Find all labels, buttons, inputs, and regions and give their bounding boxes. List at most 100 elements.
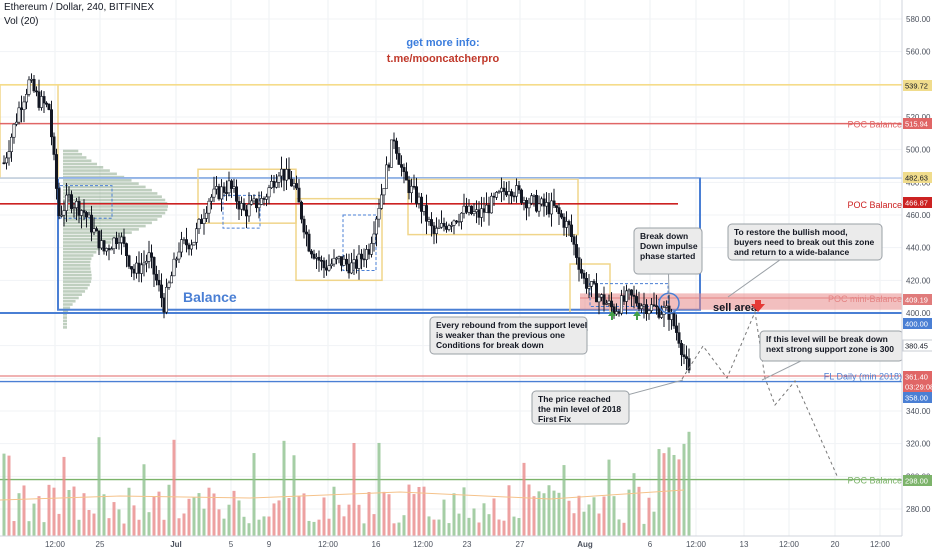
candle-body <box>589 281 593 287</box>
candle-body <box>514 185 518 197</box>
volume-bar <box>307 520 311 536</box>
volume-bar <box>587 504 591 536</box>
candle-body <box>632 294 636 297</box>
volume-bar <box>287 498 291 536</box>
candle-body <box>72 207 76 209</box>
volume-bar <box>72 486 76 536</box>
promo-line-2[interactable]: t.me/mooncatcherpro <box>386 53 500 65</box>
candle-body <box>314 256 318 259</box>
candle-body <box>232 186 236 189</box>
candle-body <box>225 192 229 194</box>
candle-body <box>639 305 643 309</box>
callout-text: Break down <box>640 231 688 241</box>
candle-body <box>77 201 81 216</box>
price-marker <box>903 475 932 486</box>
candle-body <box>110 248 114 251</box>
volume-bar <box>657 449 661 536</box>
candle-body <box>464 205 468 213</box>
y-tick-label: 580.00 <box>906 15 931 24</box>
volume-bar <box>497 519 501 536</box>
candle-body <box>567 221 571 226</box>
candle-body <box>125 243 129 256</box>
volume-profile-bar <box>63 247 101 251</box>
volume-bar <box>92 513 96 536</box>
volume-bar <box>17 493 21 536</box>
candle-body <box>47 103 51 110</box>
candle-body <box>607 300 611 304</box>
volume-bar <box>32 503 36 536</box>
volume-bar <box>202 508 206 536</box>
volume-profile-bar <box>63 169 110 172</box>
candle-body <box>624 290 628 302</box>
candle-body <box>354 259 358 269</box>
volume-bar <box>117 509 121 536</box>
volume-bar <box>82 493 86 536</box>
volume-bar <box>102 494 106 536</box>
callout-text: Down impulse <box>640 241 698 251</box>
candle-body <box>359 253 363 260</box>
volume-bar <box>382 491 386 536</box>
candle-body <box>210 196 214 202</box>
candle-body <box>367 249 371 255</box>
price-axis-bg <box>902 0 932 550</box>
candle-body <box>142 262 146 266</box>
candle-body <box>532 195 536 197</box>
y-tick-label: 520.00 <box>906 113 931 122</box>
callout-text: is weaker than the previous one <box>436 330 565 340</box>
candle-body <box>492 195 496 198</box>
volume-profile-bar <box>63 326 67 329</box>
price-marker-label: 03:29:08 <box>905 383 932 392</box>
price-marker <box>903 118 932 129</box>
volume-bar <box>97 437 101 536</box>
volume-bar <box>407 484 411 536</box>
volume-profile-bar <box>63 267 91 270</box>
candle-body <box>534 195 538 212</box>
candle-body <box>674 325 678 333</box>
candle-body <box>304 231 308 235</box>
volume-profile-bar <box>63 270 92 274</box>
candle-body <box>212 188 216 198</box>
volume-bar <box>242 516 246 536</box>
candle-body <box>592 281 596 284</box>
volume-profile-bar <box>63 241 112 244</box>
candle-body <box>252 198 256 202</box>
candle-body <box>399 164 403 168</box>
candle-body <box>257 204 261 209</box>
candle-body <box>100 240 104 249</box>
candle-body <box>487 204 491 214</box>
volume-bar <box>622 522 626 536</box>
volume-bar <box>292 455 296 536</box>
candle-body <box>12 123 16 138</box>
callout-text: If this level will be break down <box>766 334 888 344</box>
volume-bar <box>222 518 226 536</box>
candle-body <box>185 239 189 246</box>
price-marker <box>903 80 932 91</box>
price-marker-label: 380.45 <box>905 342 928 351</box>
volume-profile-bar <box>63 185 146 189</box>
candle-body <box>372 233 376 244</box>
candle-body <box>509 191 513 197</box>
candle-body <box>374 218 378 235</box>
range-box <box>295 197 383 282</box>
candle-body <box>469 205 473 214</box>
candle-body <box>122 236 126 244</box>
volume-bar <box>502 520 506 536</box>
candle-body <box>205 212 209 219</box>
candle-body <box>414 186 418 204</box>
callout-box <box>531 390 630 425</box>
volume-bar <box>442 499 446 536</box>
candle-body <box>112 237 116 250</box>
volume-profile-bar <box>63 149 79 153</box>
candle-body <box>115 237 119 245</box>
candle-body <box>482 208 486 213</box>
candle-body <box>242 203 246 211</box>
volume-profile-bar <box>63 280 92 283</box>
x-tick-label: 12:00 <box>45 540 66 549</box>
candle-body <box>137 262 141 274</box>
volume-bar <box>642 523 646 536</box>
volume-bar <box>572 513 576 536</box>
volume-bar <box>107 518 111 536</box>
candle-body <box>235 186 239 202</box>
